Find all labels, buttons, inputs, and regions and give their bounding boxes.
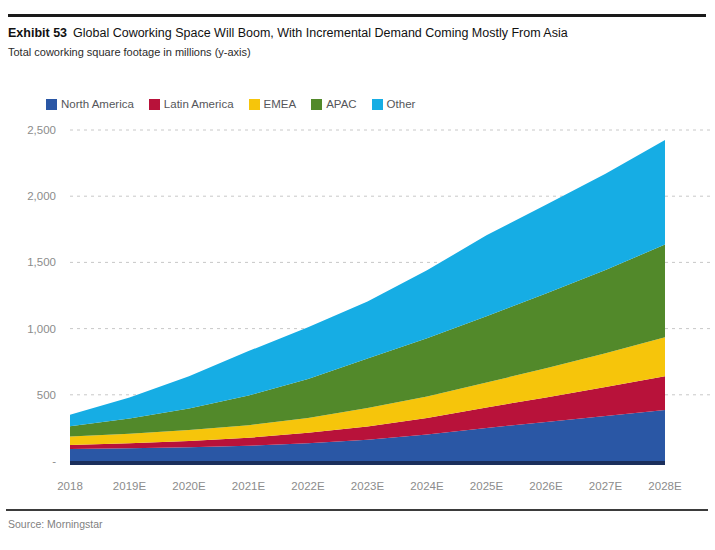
x-tick-label-2020E: 2020E (172, 480, 206, 492)
y-tick-label-500: 500 (37, 389, 56, 401)
x-tick-label-2024E: 2024E (410, 480, 444, 492)
x-tick-label-2019E: 2019E (113, 480, 147, 492)
y-tick-label-0: - (52, 455, 56, 467)
y-tick-label-1500: 1,500 (27, 256, 56, 268)
y-tick-label-1000: 1,000 (27, 323, 56, 335)
x-tick-label-2028E: 2028E (648, 480, 682, 492)
x-tick-label-2022E: 2022E (291, 480, 325, 492)
x-tick-label-2026E: 2026E (529, 480, 563, 492)
y-tick-label-2000: 2,000 (27, 190, 56, 202)
x-tick-label-2023E: 2023E (351, 480, 385, 492)
source-text: Source: Morningstar (8, 518, 103, 530)
y-tick-label-2500: 2,500 (27, 124, 56, 136)
x-axis-bar (70, 461, 665, 465)
x-tick-label-2027E: 2027E (589, 480, 623, 492)
x-tick-label-2018: 2018 (57, 480, 83, 492)
x-tick-label-2025E: 2025E (470, 480, 504, 492)
exhibit-page: Exhibit 53Global Coworking Space Will Bo… (0, 0, 715, 550)
chart-svg: - 500 1,000 1,500 2,000 2,500 2018 2019E 2020E 20… (0, 0, 715, 550)
x-tick-label-2021E: 2021E (232, 480, 266, 492)
bottom-rule (6, 509, 708, 511)
